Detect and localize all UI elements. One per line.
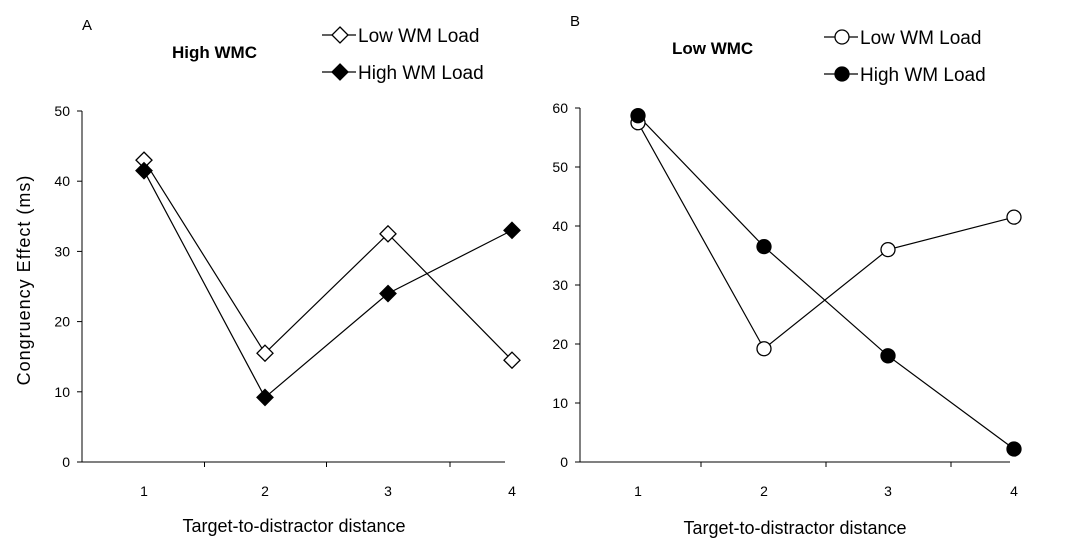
panel-a-x-tick-label-1: 2 [261,483,269,499]
panel-b-axes: 0 10 20 30 40 50 60 1 2 3 4 [552,100,1018,499]
panel-a: A High WMC Congruency Effect (ms) Target… [14,17,521,536]
panel-a-series-low-point-4 [503,351,521,370]
panel-b-series-high-point-3 [880,348,896,364]
panel-a-series-low-point-3 [379,224,397,243]
panel-a-ylabel: Congruency Effect (ms) [14,175,34,386]
panel-a-xlabel: Target-to-distractor distance [182,516,405,536]
panel-b-letter: B [570,13,580,30]
panel-b-y-tick-label-0: 0 [560,454,568,470]
panel-b-legend-low-marker [834,29,850,45]
panel-a-legend-high-marker [331,63,349,81]
panel-a-series-high-point-1 [135,161,153,180]
panel-b-y-tick-label-5: 50 [552,159,568,175]
panel-a-y-tick-label-0: 0 [62,454,70,470]
panel-b-series-low-point-2 [756,341,772,357]
panel-a-series-high-line [143,170,513,399]
panel-b-series-high-point-1 [630,108,646,124]
panel-b-x-tick-label-1: 2 [760,483,768,499]
panel-a-legend-label-low: Low WM Load [358,26,479,47]
panel-a-series-low-line [143,159,513,361]
panel-b-xlabel: Target-to-distractor distance [683,518,906,538]
panel-a-series-high-point-4 [503,221,521,240]
panel-a-series-high-point-3 [379,284,397,303]
panel-a-series-low-point-2 [256,344,274,363]
panel-a-series [135,151,521,407]
panel-a-y-tick-label-5: 50 [54,103,70,119]
panel-b: B Low WMC Target-to-distractor distance … [552,13,1022,538]
panel-b-y-tick-label-6: 60 [552,100,568,116]
panel-a-letter: A [82,17,92,34]
panel-a-y-tick-label-4: 40 [54,173,70,189]
panel-a-y-tick-label-1: 10 [54,384,70,400]
panel-a-legend-label-high: High WM Load [358,63,484,84]
panel-b-x-tick-label-0: 1 [634,483,642,499]
panel-a-title: High WMC [172,43,257,62]
panel-b-x-tick-label-3: 4 [1010,483,1018,499]
panel-b-legend-high-marker [834,66,850,82]
panel-b-y-tick-label-4: 40 [552,218,568,234]
panel-a-x-tick-label-3: 4 [508,483,516,499]
panel-b-title: Low WMC [672,39,753,58]
panel-b-series-high-point-4 [1006,441,1022,457]
panel-b-legend-label-low: Low WM Load [860,28,981,49]
panel-b-series-high-point-2 [756,238,772,255]
panel-a-x-tick-label-0: 1 [140,483,148,499]
panel-b-series-low-line [637,122,1015,350]
panel-b-y-tick-label-1: 10 [552,395,568,411]
panel-b-y-tick-label-2: 20 [552,336,568,352]
panel-a-y-tick-label-3: 30 [54,243,70,259]
panel-b-series-low-point-3 [880,241,896,258]
panel-b-y-tick-label-3: 30 [552,277,568,293]
panel-a-x-tick-label-2: 3 [384,483,392,499]
panel-a-legend-low-marker [331,26,349,44]
panel-a-axes: 0 10 20 30 40 50 1 2 3 4 [54,103,516,499]
panel-b-series-low-point-4 [1006,209,1022,225]
panel-a-series-high-point-2 [256,388,274,407]
panel-a-y-tick-label-2: 20 [54,314,70,330]
panel-b-legend: Low WM Load High WM Load [824,28,986,86]
panel-b-series-high-line [637,115,1015,450]
panel-b-legend-label-high: High WM Load [860,65,986,86]
panel-b-series [630,108,1022,457]
panel-b-x-tick-label-2: 3 [884,483,892,499]
panel-a-legend: Low WM Load High WM Load [322,26,484,84]
